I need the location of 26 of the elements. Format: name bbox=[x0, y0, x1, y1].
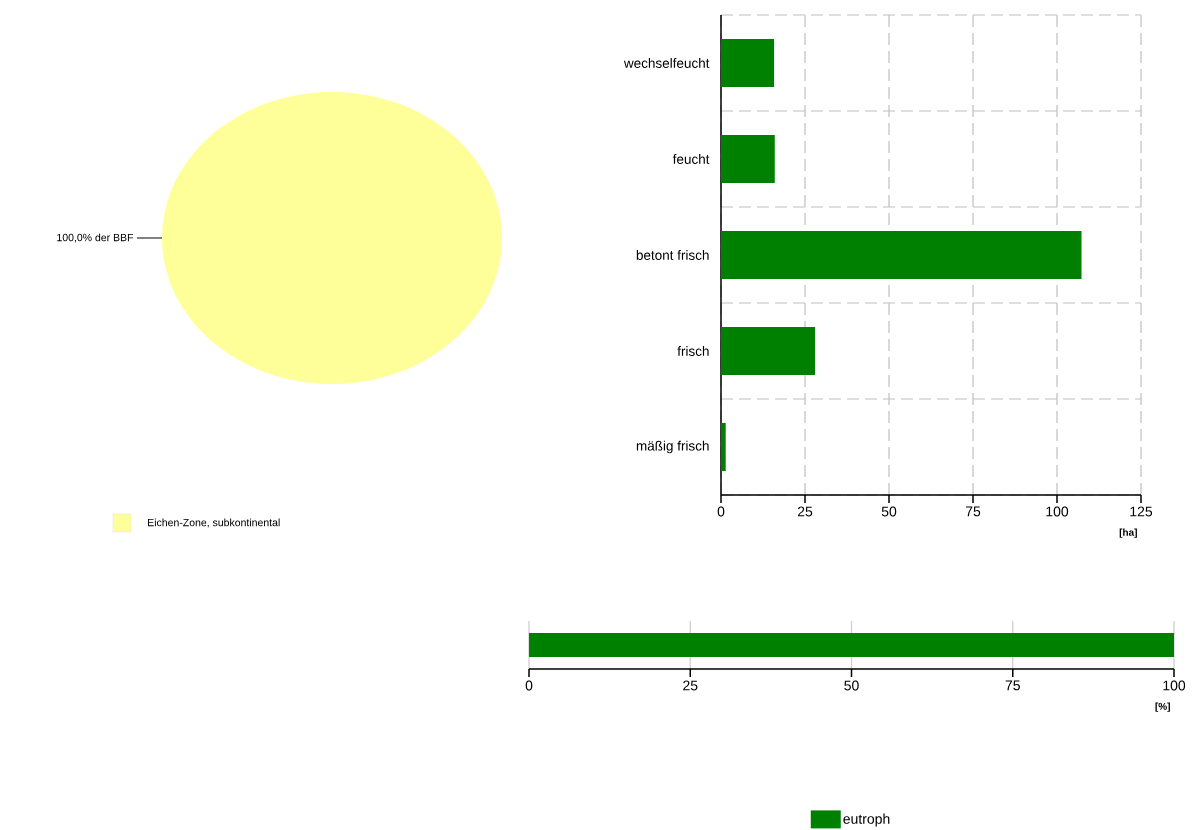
y-tick-label: wechselfeucht bbox=[623, 57, 710, 68]
x-tick-label: 75 bbox=[965, 506, 981, 517]
bar bbox=[721, 230, 1082, 279]
x-tick-label: 100 bbox=[1163, 680, 1186, 691]
x-tick-label: 50 bbox=[844, 680, 859, 691]
x-tick-label: 100 bbox=[1046, 506, 1069, 517]
x-tick-label: 125 bbox=[1130, 506, 1153, 517]
data-label: 100,0% der BBF bbox=[57, 233, 134, 243]
x-tick-label: 0 bbox=[525, 680, 533, 691]
legend-label: eutroph bbox=[843, 813, 890, 827]
x-tick-label: 75 bbox=[1005, 680, 1020, 691]
x-tick-label: 25 bbox=[683, 680, 698, 691]
legend-label: Eichen-Zone, subkontinental bbox=[148, 518, 280, 528]
bar bbox=[721, 422, 726, 471]
x-tick-label: 50 bbox=[881, 506, 897, 517]
x-axis-title: [%] bbox=[1155, 702, 1170, 712]
y-tick-label: mäßig frisch bbox=[636, 440, 709, 454]
x-tick-label: 0 bbox=[717, 506, 725, 517]
bar bbox=[721, 134, 775, 183]
x-axis-title: [ha] bbox=[1119, 528, 1137, 538]
y-tick-label: frisch bbox=[677, 345, 709, 356]
y-tick-label: feucht bbox=[672, 153, 710, 164]
y-tick-label: betont frisch bbox=[636, 249, 709, 260]
x-tick-label: 25 bbox=[797, 506, 813, 517]
bar bbox=[721, 326, 816, 375]
bar bbox=[721, 38, 775, 87]
